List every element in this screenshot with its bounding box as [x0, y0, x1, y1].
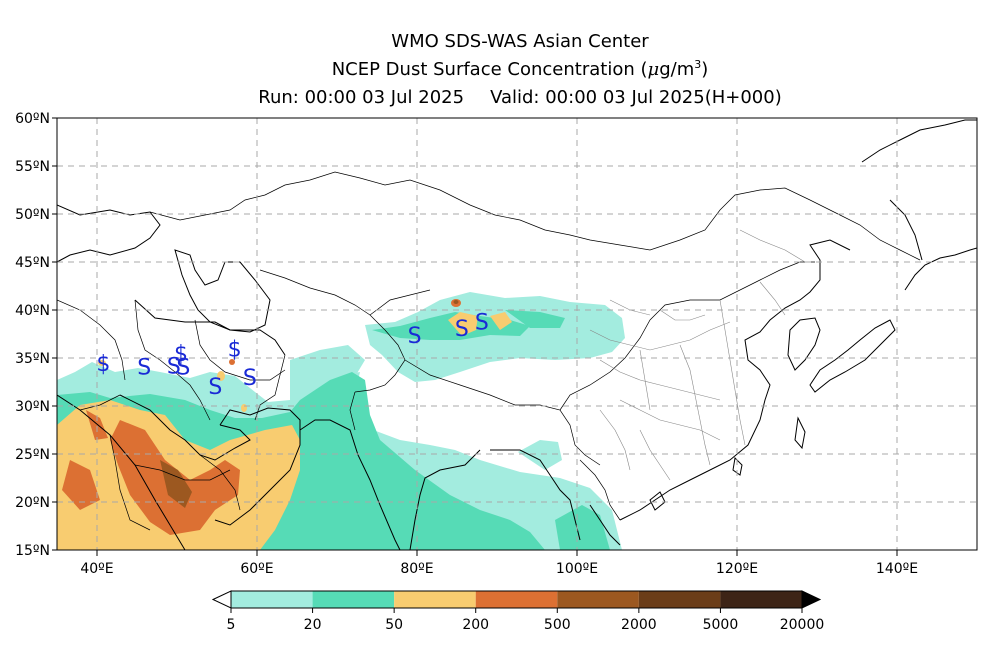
dust-field — [57, 292, 625, 550]
dust-marker-7: S — [243, 366, 257, 391]
title-unit: (μg/m3) — [640, 58, 709, 80]
y-tick-label-8: 20ºN — [15, 495, 50, 511]
colorbar-label-5: 2000 — [621, 617, 657, 633]
colorbar-frame — [230, 590, 803, 609]
title-line-1: WMO SDS-WAS Asian Center — [391, 31, 649, 52]
unit-exponent: 3 — [694, 58, 702, 71]
colorbar-label-6: 5000 — [703, 617, 739, 633]
title-variable: NCEP Dust Surface Concentration — [331, 59, 635, 80]
x-tick-label-2: 80ºE — [400, 561, 433, 577]
colorbar-label-3: 200 — [462, 617, 489, 633]
x-tick-label-3: 100ºE — [556, 561, 598, 577]
colorbar-label-0: 5 — [227, 617, 236, 633]
gridlines — [57, 118, 977, 550]
colorbar-under-arrow — [211, 590, 232, 609]
colorbar-swatch-4 — [557, 591, 639, 608]
x-axis: 40ºE 60ºE 80ºE 100ºE 120ºE 140ºE — [80, 550, 918, 577]
dust-marker-6: $ — [228, 337, 242, 362]
dust-storm-markers: $ S S$SS$SS S S — [96, 311, 488, 400]
country-borders — [57, 171, 921, 531]
y-tick-label-7: 25ºN — [15, 447, 50, 463]
map-frame — [56, 117, 978, 551]
y-tick-label-5: 35ºN — [15, 351, 50, 367]
valid-time: Valid: 00:00 03 Jul 2025(H+000) — [490, 87, 782, 108]
unit-base: g/m — [659, 59, 695, 80]
colorbar-over-arrow — [801, 590, 822, 609]
title-line-3: Run: 00:00 03 Jul 2025 Valid: 00:00 03 Ju… — [0, 84, 1000, 112]
x-tick-label-0: 40ºE — [80, 561, 113, 577]
province-borders — [589, 229, 806, 481]
y-tick-label-2: 50ºN — [15, 207, 50, 223]
run-time: Run: 00:00 03 Jul 2025 — [258, 87, 465, 108]
dust-marker-10: S — [475, 311, 489, 336]
dust-level-500 — [160, 300, 459, 508]
dust-marker-3: $ — [174, 342, 188, 367]
colorbar-swatch-1 — [312, 591, 395, 608]
x-tick-label-5: 140ºE — [876, 561, 918, 577]
dust-marker-8: S — [408, 324, 422, 349]
colorbar-label-7: 20000 — [780, 617, 825, 633]
colorbar-swatch-6 — [720, 591, 802, 608]
y-tick-label-0: 60ºN — [15, 111, 50, 127]
y-tick-label-1: 55ºN — [15, 159, 50, 175]
unit-mu: μ — [647, 59, 660, 80]
dust-marker-0: $ — [96, 352, 110, 377]
y-axis: 60ºN 55ºN 50ºN 45ºN 40ºN 35ºN 30ºN 25ºN 20ºN 15ºN — [15, 111, 57, 559]
dust-marker-2: S — [167, 355, 181, 380]
x-tick-label-4: 120ºE — [716, 561, 758, 577]
colorbar-label-4: 500 — [544, 617, 571, 633]
colorbar: 5 20 50 200 500 2000 5000 20000 — [211, 590, 825, 633]
title-line-2: NCEP Dust Surface Concentration (μg/m3) — [0, 56, 1000, 84]
y-tick-label-6: 30ºN — [15, 399, 50, 415]
colorbar-swatch-3 — [475, 591, 558, 608]
dust-marker-4: S — [176, 356, 190, 381]
colorbar-swatch-2 — [394, 591, 476, 608]
dust-marker-9: S — [455, 317, 469, 342]
dust-marker-5: S — [208, 375, 222, 400]
colorbar-label-2: 50 — [385, 617, 403, 633]
colorbar-swatch-5 — [638, 591, 721, 608]
y-tick-label-4: 40ºN — [15, 303, 50, 319]
colorbar-label-1: 20 — [304, 617, 322, 633]
y-tick-label-3: 45ºN — [15, 255, 50, 271]
map-title: WMO SDS-WAS Asian Center NCEP Dust Surfa… — [0, 28, 1000, 112]
colorbar-swatch-0 — [231, 591, 313, 608]
x-tick-label-1: 60ºE — [240, 561, 273, 577]
y-tick-label-9: 15ºN — [15, 543, 50, 559]
dust-marker-1: S — [137, 356, 151, 381]
